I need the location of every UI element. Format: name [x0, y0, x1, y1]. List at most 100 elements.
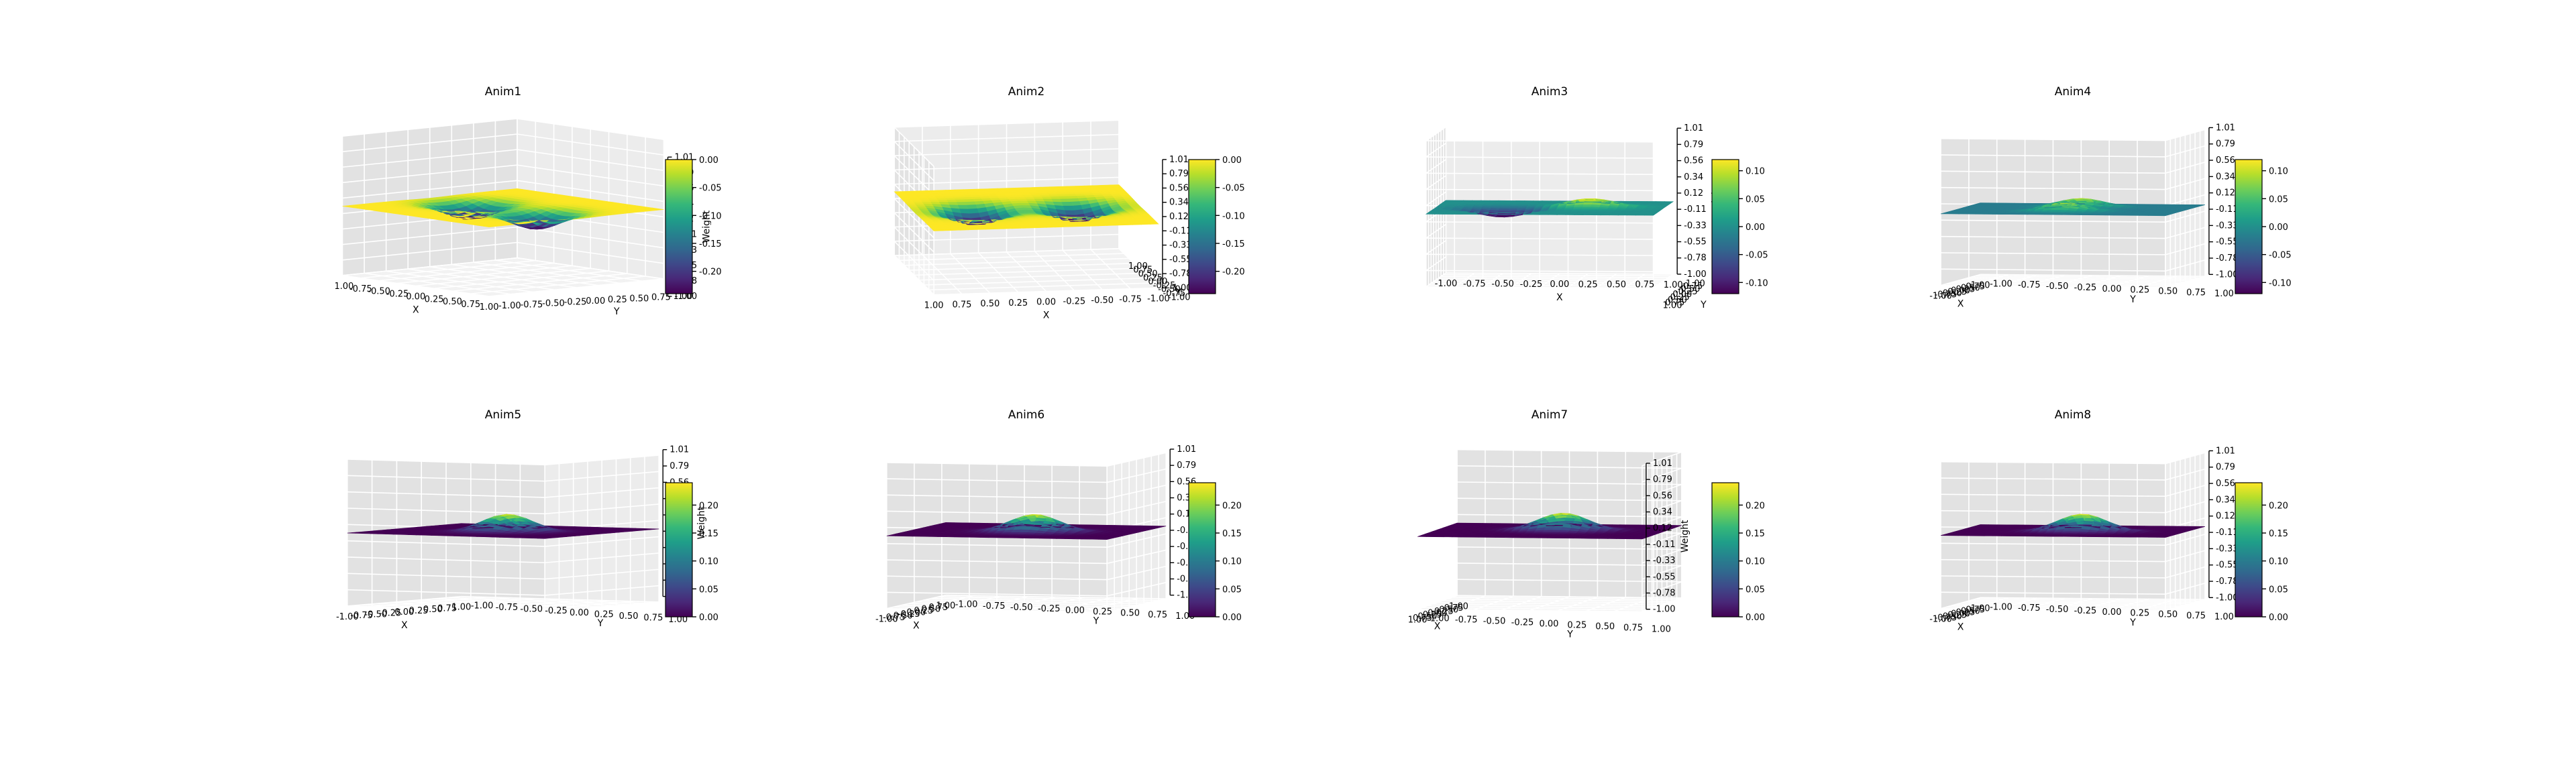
x-tick-label: -1.00 — [335, 282, 354, 292]
colorbar-tick-label: 0.20 — [2269, 501, 2288, 511]
y-tick-label: 0.25 — [1143, 273, 1163, 283]
x-tick-label: -0.75 — [1463, 279, 1486, 289]
z-tick-label: 0.12 — [1169, 212, 1189, 222]
colorbar-tick-label: 0.00 — [699, 156, 718, 166]
x-tick-label: 1.00 — [1408, 615, 1428, 626]
x-tick-label: 0.75 — [1966, 282, 1985, 292]
subplot-anim3: Anim3 -1.00 -0.78 -0.55 -0.33 -0.11 0.12 0.34 0.… — [1425, 85, 1721, 311]
surface — [886, 514, 1167, 540]
colorbar-tick-label: 0.00 — [1222, 156, 1242, 166]
x-tick-label: 0.00 — [1036, 298, 1056, 308]
subplot-anim8: Anim8 -1.00 -0.78 -0.55 -0.33 -0.11 0.12 0.34 0.… — [1929, 408, 2253, 632]
y-tick-label: 1.00 — [674, 292, 693, 302]
y-tick-label: -0.25 — [564, 298, 587, 308]
colorbar-tick-label: -0.20 — [699, 268, 722, 278]
colorbar-tick-label: 0.15 — [699, 529, 718, 539]
colorbar-tick-label: -0.10 — [1222, 211, 1245, 221]
colorbar-tick-label: -0.05 — [1746, 251, 1768, 261]
z-tick-label: 0.79 — [1177, 461, 1196, 471]
y-tick-label: 0.25 — [1567, 620, 1587, 630]
subplot-anim4: Anim4 -1.00 -0.78 -0.55 -0.33 -0.11 0.12 0.34 0.… — [1929, 85, 2253, 309]
z-tick-label: -0.55 — [2216, 560, 2239, 571]
colorbar-tick-label: 0.15 — [2269, 529, 2288, 539]
x-tick-label: 0.00 — [1951, 609, 1970, 619]
x-tick-label: 0.00 — [1951, 286, 1970, 296]
x-tick-label: -1.00 — [1929, 292, 1952, 302]
y-axis-label: Y — [1175, 287, 1182, 298]
z-tick-label: 0.79 — [2216, 139, 2235, 150]
colorbar-tick-label: 0.00 — [1746, 223, 1765, 233]
z-tick-label: 0.34 — [1684, 172, 1703, 182]
z-tick-label: -0.78 — [1684, 253, 1707, 263]
y-tick-label: -0.25 — [545, 606, 568, 616]
x-tick-label: 0.50 — [921, 605, 941, 615]
colorbar-tick-label: 0.15 — [1222, 529, 1242, 539]
z-tick-label: -0.33 — [2216, 221, 2239, 231]
x-axis-label: X — [1434, 622, 1441, 632]
x-axis-label: X — [1957, 622, 1964, 632]
z-tick-label: 0.56 — [1653, 491, 1672, 501]
z-tick-label: 0.34 — [2216, 172, 2235, 182]
z-tick-label: -1.00 — [1684, 270, 1707, 280]
colorbar-tick-label: 0.10 — [1746, 557, 1765, 567]
y-tick-label: 0.50 — [619, 611, 639, 622]
colorbar-tick-label: 0.15 — [1746, 529, 1765, 539]
colorbar-tick-label: 0.00 — [2269, 613, 2288, 623]
x-tick-label: 1.00 — [924, 301, 944, 311]
surface — [1940, 198, 2206, 217]
x-tick-label: -1.00 — [1147, 294, 1170, 304]
x-tick-label: -0.50 — [368, 287, 390, 297]
y-tick-label: -0.25 — [2074, 283, 2097, 293]
colorbar-tick-label: -0.10 — [699, 211, 722, 221]
x-tick-label: -1.00 — [1929, 615, 1952, 625]
x-tick-label: 1.00 — [1971, 280, 1990, 290]
x-tick-label: -0.50 — [890, 611, 913, 622]
y-tick-label: 0.25 — [608, 295, 627, 305]
colorbar-tick-label: 0.05 — [1746, 194, 1765, 204]
colorbar-tick-label: 0.10 — [1222, 557, 1242, 567]
z-tick-label: 0.79 — [1684, 139, 1703, 150]
y-tick-label: 0.50 — [1668, 295, 1687, 305]
z-tick-label: 1.01 — [1684, 123, 1703, 133]
y-tick-label: 0.75 — [1148, 610, 1167, 620]
y-tick-label: 0.00 — [1539, 620, 1558, 630]
y-tick-label: 0.50 — [1120, 609, 1140, 619]
y-tick-label: -1.00 — [1427, 614, 1450, 624]
y-axis-label: Y — [613, 306, 620, 317]
y-tick-label: -0.75 — [1680, 282, 1703, 292]
colorbar-tick-label: 0.10 — [2269, 167, 2288, 177]
chart-title: Anim4 — [2055, 85, 2092, 99]
z-axis-label: Weight — [702, 210, 711, 243]
y-tick-label: -0.50 — [1158, 285, 1181, 295]
x-tick-label: 0.00 — [1550, 280, 1569, 290]
y-tick-label: -0.50 — [520, 605, 543, 615]
y-tick-label: -1.00 — [471, 601, 494, 611]
y-tick-label: 0.50 — [1138, 269, 1158, 279]
y-tick-label: -1.00 — [1682, 279, 1705, 289]
colorbar-tick-label: 0.00 — [1746, 613, 1765, 623]
chart-title: Anim6 — [1008, 408, 1045, 422]
y-tick-label: -0.50 — [2046, 282, 2069, 292]
y-tick-label: 1.00 — [1652, 624, 1671, 634]
x-tick-label: -0.50 — [1091, 296, 1114, 306]
x-tick-label: 0.50 — [423, 605, 443, 615]
z-tick-label: 0.56 — [1684, 156, 1703, 166]
x-tick-label: -0.25 — [898, 609, 920, 620]
colorbar-anim6: 0.20 0.15 0.10 0.05 0.00 — [1188, 482, 1242, 623]
colorbar-anim5: 0.20 0.15 0.10 0.05 0.00 — [665, 482, 718, 623]
z-tick-label: -0.33 — [1653, 556, 1676, 566]
colorbar-tick-label: 0.00 — [2269, 223, 2288, 233]
x-tick-label: 0.75 — [461, 300, 480, 310]
colorbar-tick-label: -0.15 — [699, 239, 722, 249]
z-axis-label: Weight — [696, 506, 707, 539]
y-tick-label: 0.50 — [2158, 609, 2178, 620]
x-tick-label: 0.00 — [406, 292, 425, 302]
y-tick-label: -0.25 — [1038, 604, 1061, 614]
x-tick-label: -0.75 — [350, 611, 373, 621]
x-tick-label: 0.00 — [906, 608, 926, 618]
x-tick-label: -0.75 — [1935, 290, 1957, 300]
colorbar-tick-label: -0.10 — [2269, 278, 2292, 288]
y-tick-label: -1.00 — [1990, 279, 2012, 289]
z-tick-label: -0.11 — [1653, 540, 1676, 550]
y-tick-label: 0.75 — [1623, 623, 1643, 633]
